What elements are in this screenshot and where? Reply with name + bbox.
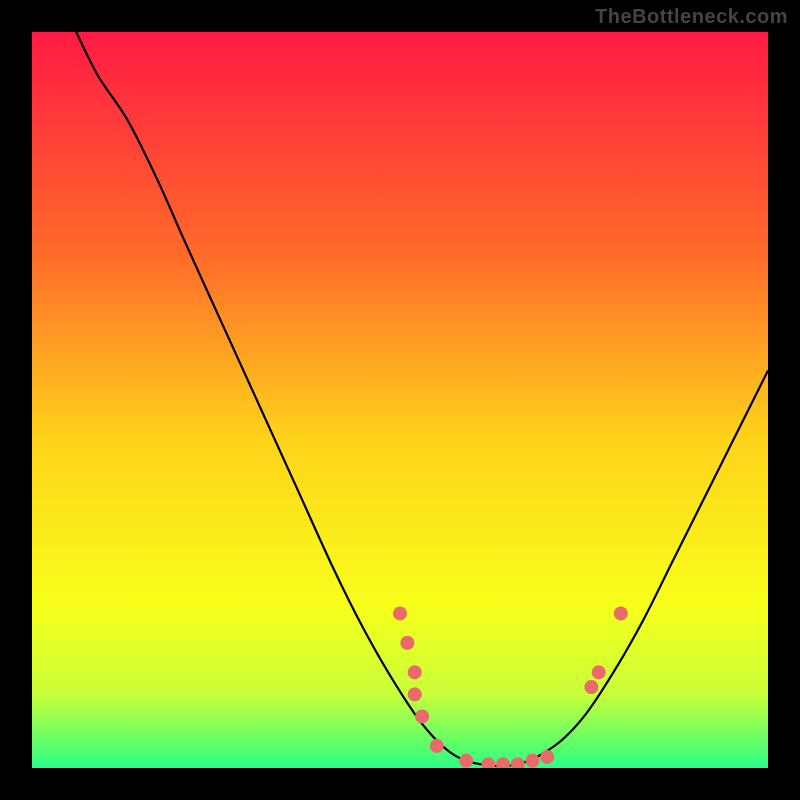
data-marker — [459, 754, 473, 768]
data-marker — [408, 665, 422, 679]
data-marker — [584, 680, 598, 694]
data-marker — [592, 665, 606, 679]
data-marker — [430, 739, 444, 753]
plot-area — [32, 32, 768, 768]
chart-background — [32, 32, 768, 768]
data-marker — [614, 606, 628, 620]
data-marker — [525, 754, 539, 768]
data-marker — [408, 687, 422, 701]
data-marker — [393, 606, 407, 620]
data-marker — [400, 636, 414, 650]
chart-svg — [32, 32, 768, 768]
frame: TheBottleneck.com — [0, 0, 800, 800]
data-marker — [540, 750, 554, 764]
watermark-text: TheBottleneck.com — [595, 6, 788, 29]
data-marker — [415, 709, 429, 723]
